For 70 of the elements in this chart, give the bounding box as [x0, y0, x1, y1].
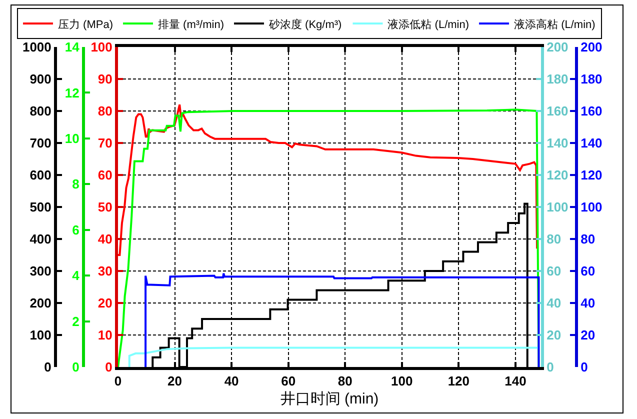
y3-tick-label: 200	[30, 296, 52, 311]
y-tick-label: 50	[98, 200, 112, 215]
y2-tick-label: 20	[546, 328, 562, 343]
legend-label: 排量 (m³/min)	[158, 18, 224, 31]
y-tick-label: 10	[98, 328, 112, 343]
y3-tick-label: 600	[30, 168, 52, 183]
y2-tick-label: 12	[64, 85, 80, 100]
line-series	[118, 108, 540, 367]
y3-tick-label: 400	[30, 232, 52, 247]
y3-tick-label: 1000	[22, 40, 52, 55]
y2-tick-label: 200	[546, 40, 568, 55]
y-tick-label: 40	[98, 232, 112, 247]
legend-label: 砂浓度 (Kg/m³)	[268, 18, 342, 31]
x-tick-label: 40	[224, 374, 239, 389]
x-tick-label: 80	[338, 374, 352, 389]
y-tick-label: 100	[90, 40, 112, 55]
x-tick-label: 0	[114, 374, 122, 389]
y2-tick-label: 40	[546, 296, 562, 311]
legend-label: 压力 (MPa)	[58, 18, 113, 31]
y2-tick-label: 120	[546, 168, 568, 183]
y-tick-label: 70	[98, 136, 112, 151]
y2-tick-label: 60	[580, 264, 596, 279]
y-tick-label: 90	[98, 72, 112, 87]
y2-tick-label: 0	[580, 360, 588, 375]
y2-tick-label: 100	[546, 200, 568, 215]
y2-tick-label: 40	[580, 296, 596, 311]
x-axis-title: 井口时间 (min)	[280, 390, 379, 408]
x-tick-label: 140	[504, 374, 526, 389]
x-tick-label: 20	[168, 374, 182, 389]
y-tick-label: 20	[98, 296, 112, 311]
y3-tick-label: 900	[30, 72, 52, 87]
y2-tick-label: 0	[546, 360, 554, 375]
line-series	[128, 346, 540, 367]
y2-tick-label: 0	[72, 360, 80, 375]
y2-tick-label: 160	[580, 104, 602, 119]
y2-tick-label: 20	[580, 328, 596, 343]
y-tick-label: 60	[98, 168, 112, 183]
y2-tick-label: 80	[580, 232, 596, 247]
line-series	[118, 104, 538, 256]
y2-tick-label: 14	[64, 40, 80, 55]
y-tick-label: 0	[105, 360, 112, 375]
y2-tick-label: 180	[580, 72, 602, 87]
y2-tick-label: 200	[580, 40, 602, 55]
y2-tick-label: 10	[64, 130, 80, 146]
y3-tick-label: 0	[44, 360, 52, 375]
y2-tick-label: 6	[72, 222, 80, 238]
y2-tick-label: 60	[546, 264, 562, 279]
y2-tick-label: 8	[72, 176, 80, 192]
y2-tick-label: 120	[580, 168, 602, 183]
x-tick-label: 120	[448, 374, 470, 389]
y-tick-label: 30	[98, 264, 112, 279]
y2-tick-label: 2	[72, 314, 80, 329]
y2-tick-label: 160	[546, 104, 568, 119]
line-series	[144, 272, 540, 367]
y2-tick-label: 100	[580, 200, 602, 215]
y2-tick-label: 4	[72, 268, 80, 284]
y3-tick-label: 300	[30, 264, 52, 279]
y2-tick-label: 80	[546, 232, 562, 247]
y2-tick-label: 140	[546, 136, 568, 151]
y3-tick-label: 700	[30, 136, 52, 151]
legend-label: 液添低粘 (L/min)	[388, 18, 470, 31]
y3-tick-label: 800	[30, 104, 52, 119]
y3-tick-label: 500	[30, 200, 52, 215]
y2-tick-label: 180	[546, 72, 568, 87]
legend-label: 液添高粘 (L/min)	[514, 18, 596, 31]
y-tick-label: 80	[98, 104, 112, 119]
x-tick-label: 60	[281, 374, 296, 389]
y2-tick-label: 140	[580, 136, 602, 151]
x-tick-label: 100	[391, 374, 413, 389]
y3-tick-label: 100	[30, 328, 52, 343]
